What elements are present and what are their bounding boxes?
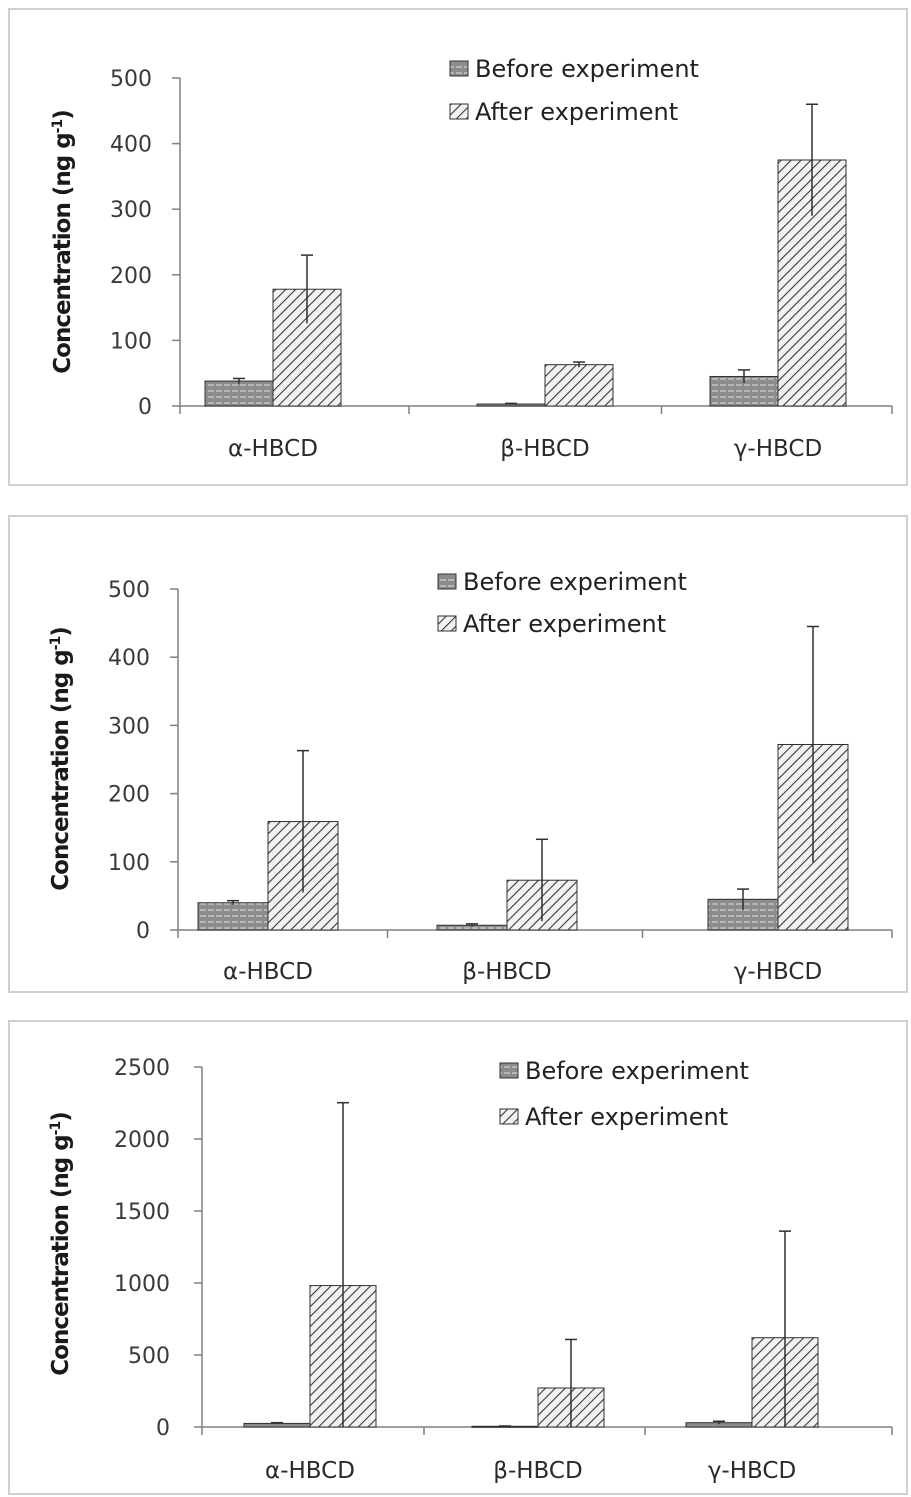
legend-swatch-after [437, 615, 457, 632]
chart-panel-1: 0 100 200 300 400 500 α-HBCD β-HBCD γ-HBCD Before… [8, 8, 908, 486]
y-tick-label: 2500 [114, 1056, 170, 1081]
x-category-label: γ-HBCD [734, 436, 822, 462]
x-category-label: α-HBCD [223, 959, 313, 985]
legend-swatch-after [449, 103, 469, 120]
chart-3: 0 500 1000 1500 2000 2500 α-HBCD β-HBCD γ-HBCD Be… [48, 1056, 893, 1484]
y-tick-label: 1000 [114, 1272, 170, 1297]
y-tick-label: 500 [128, 1344, 170, 1369]
x-category-label: β-HBCD [500, 436, 589, 462]
legend-label-before: Before experiment [525, 1057, 749, 1085]
x-category-label: β-HBCD [462, 959, 551, 985]
y-tick-label: 300 [108, 714, 150, 739]
legend-swatch-before [437, 573, 457, 590]
y-tick-label: 0 [138, 395, 152, 420]
bar-before-1 [204, 380, 274, 407]
y-tick-label: 2000 [114, 1128, 170, 1153]
chart-panel-2: 0 100 200 300 400 500 α-HBCD β-HBCD γ-HBCD Before… [8, 515, 908, 993]
x-category-label: β-HBCD [493, 1458, 582, 1484]
y-axis-label-main: Concentration (ng g [48, 650, 74, 890]
y-tick-label: 300 [110, 198, 152, 223]
y-axis-label-sup: -1 [50, 120, 66, 134]
legend-swatch-after [499, 1108, 519, 1125]
y-axis-label-sup: -1 [48, 1122, 64, 1136]
legend-label-before: Before experiment [463, 568, 687, 596]
bar-after-2 [544, 364, 614, 407]
y-tick-label: 400 [108, 646, 150, 671]
y-tick-label: 500 [110, 67, 152, 92]
y-axis-label-main: Concentration (ng g [50, 133, 76, 373]
y-tick-label: 200 [110, 264, 152, 289]
y-axis-label: Concentration (ng g-1) [48, 1112, 74, 1375]
legend-label-after: After experiment [463, 610, 666, 638]
y-tick-label: 100 [108, 851, 150, 876]
y-tick-label: 0 [136, 919, 150, 944]
legend-label-before: Before experiment [475, 55, 699, 83]
x-category-label: α-HBCD [228, 436, 318, 462]
chart-panel-3: 0 500 1000 1500 2000 2500 α-HBCD β-HBCD γ-HBCD Be… [8, 1020, 908, 1495]
y-axis-label: Concentration (ng g-1) [50, 110, 76, 373]
legend-label-after: After experiment [475, 98, 678, 126]
x-category-label: α-HBCD [265, 1458, 355, 1484]
y-tick-label: 0 [156, 1416, 170, 1441]
y-tick-label: 1500 [114, 1200, 170, 1225]
y-axis-label-sup: -1 [48, 637, 64, 651]
legend-label-after: After experiment [525, 1103, 728, 1131]
y-axis-label-close: ) [48, 1112, 74, 1122]
y-tick-label: 200 [108, 783, 150, 808]
y-tick-label: 400 [110, 133, 152, 158]
chart-2: 0 100 200 300 400 500 α-HBCD β-HBCD γ-HBCD Before… [48, 568, 893, 985]
x-category-label: γ-HBCD [708, 1458, 796, 1484]
y-axis-label-close: ) [48, 627, 74, 637]
chart-1: 0 100 200 300 400 500 α-HBCD β-HBCD γ-HBCD Before… [50, 55, 893, 462]
y-axis-label-close: ) [50, 110, 76, 120]
y-axis-label: Concentration (ng g-1) [48, 627, 74, 890]
y-tick-label: 500 [108, 578, 150, 603]
y-tick-label: 100 [110, 329, 152, 354]
y-axis-label-main: Concentration (ng g [48, 1135, 74, 1375]
legend-swatch-before [499, 1062, 519, 1079]
x-category-label: γ-HBCD [734, 959, 822, 985]
bar-before-1 [197, 902, 269, 931]
legend-swatch-before [449, 60, 469, 77]
